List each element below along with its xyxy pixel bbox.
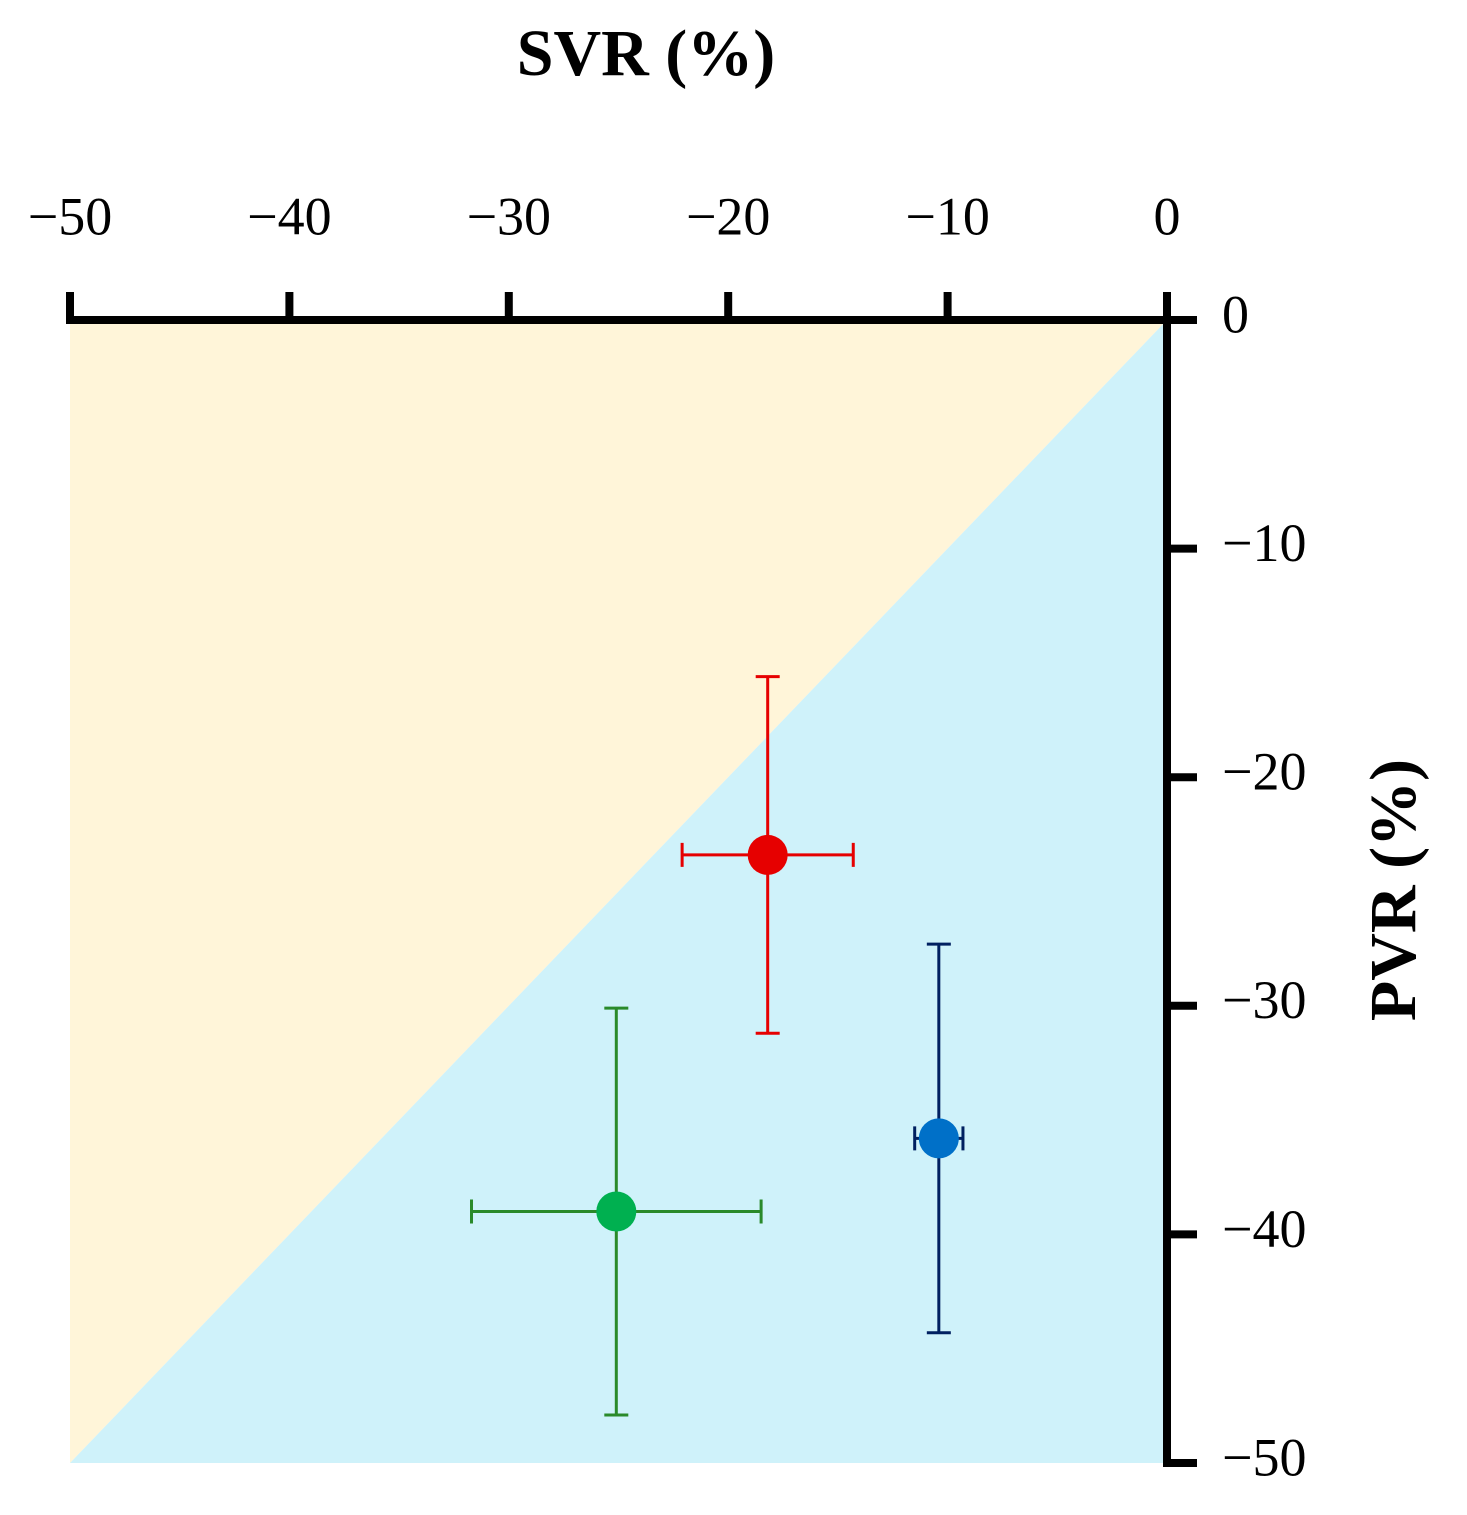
x-axis-label: SVR (%)	[517, 17, 776, 90]
y-tick-label: −20	[1222, 742, 1306, 802]
point	[596, 1191, 637, 1232]
x-tick-label: −10	[905, 186, 989, 246]
x-tick-label: −30	[467, 186, 551, 246]
point	[918, 1118, 959, 1159]
y-tick-label: −50	[1222, 1427, 1306, 1487]
x-tick-label: −20	[686, 186, 770, 246]
point	[747, 834, 788, 875]
y-axis-label: PVR (%)	[1357, 759, 1430, 1021]
region-lower	[70, 320, 1167, 1463]
y-tick-label: −40	[1222, 1199, 1306, 1259]
x-tick-label: −50	[28, 186, 112, 246]
y-tick-label: −10	[1222, 513, 1306, 573]
y-tick-label: 0	[1222, 284, 1249, 344]
y-tick-label: −30	[1222, 970, 1306, 1030]
x-tick-label: −40	[247, 186, 331, 246]
x-tick-label: 0	[1154, 186, 1181, 246]
